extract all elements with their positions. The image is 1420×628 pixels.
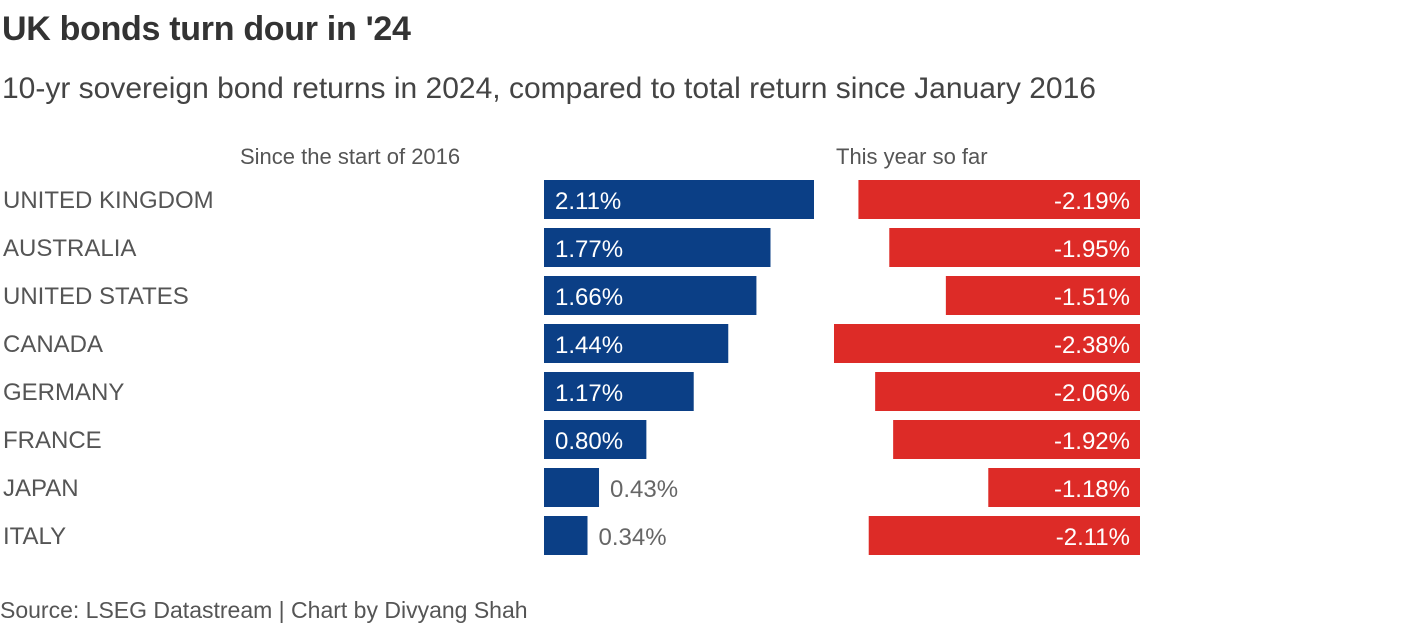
- bar-2016-canada: [544, 324, 729, 363]
- category-label-germany: GERMANY: [3, 379, 124, 406]
- source-note: Source: LSEG Datastream | Chart by Divya…: [0, 597, 528, 623]
- value-label-2024-australia: -1.95%: [1054, 236, 1130, 263]
- category-label-united-kingdom: UNITED KINGDOM: [3, 187, 214, 214]
- bar-2016-united-states: [544, 276, 757, 315]
- bar-2016-germany: [544, 372, 694, 411]
- bar-2016-united-kingdom: [544, 180, 814, 219]
- bar-2024-united-states: [945, 276, 1140, 315]
- bar-2024-united-kingdom: [858, 180, 1140, 219]
- bar-2024-australia: [889, 228, 1140, 267]
- value-label-2024-united-kingdom: -2.19%: [1054, 188, 1130, 215]
- value-label-2024-france: -1.92%: [1054, 428, 1130, 455]
- value-label-2024-united-states: -1.51%: [1054, 284, 1130, 311]
- bar-2016-australia: [544, 228, 771, 267]
- panel-title-this-year: This year so far: [836, 144, 988, 169]
- panel-title-since-2016: Since the start of 2016: [240, 144, 460, 169]
- category-label-canada: CANADA: [3, 331, 103, 358]
- chart-rows: UNITED KINGDOM 2.11% -2.19% AUSTRALIA 1.77% -…: [3, 180, 1140, 555]
- value-label-2024-japan: -1.18%: [1054, 476, 1130, 503]
- chart-title: UK bonds turn dour in '24: [2, 10, 411, 48]
- value-label-2016-australia: 1.77%: [555, 236, 623, 263]
- bar-2024-germany: [875, 372, 1140, 411]
- category-label-united-states: UNITED STATES: [3, 283, 189, 310]
- value-label-2016-germany: 1.17%: [555, 380, 623, 407]
- bar-2016-japan: [544, 468, 600, 507]
- value-label-2016-canada: 1.44%: [555, 332, 623, 359]
- value-label-2024-canada: -2.38%: [1054, 332, 1130, 359]
- value-label-2016-united-kingdom: 2.11%: [555, 188, 621, 215]
- category-label-italy: ITALY: [3, 523, 66, 550]
- bar-2024-france: [893, 420, 1140, 459]
- category-label-france: FRANCE: [3, 427, 102, 454]
- bar-2024-japan: [988, 468, 1140, 507]
- bar-chart: Since the start of 2016 This year so far…: [3, 144, 1140, 555]
- value-label-2024-italy: -2.11%: [1056, 524, 1130, 551]
- value-label-2016-japan: 0.43%: [610, 476, 678, 503]
- category-label-australia: AUSTRALIA: [3, 235, 136, 262]
- value-label-2016-italy: 0.34%: [599, 524, 667, 551]
- chart-subtitle: 10-yr sovereign bond returns in 2024, co…: [2, 72, 1096, 105]
- bar-2016-italy: [544, 516, 588, 555]
- value-label-2024-germany: -2.06%: [1054, 380, 1130, 407]
- value-label-2016-france: 0.80%: [555, 428, 623, 455]
- bar-2024-italy: [868, 516, 1140, 555]
- bar-2016-france: [544, 420, 647, 459]
- value-label-2016-united-states: 1.66%: [555, 284, 623, 311]
- category-label-japan: JAPAN: [3, 475, 79, 502]
- bar-2024-canada: [834, 324, 1140, 363]
